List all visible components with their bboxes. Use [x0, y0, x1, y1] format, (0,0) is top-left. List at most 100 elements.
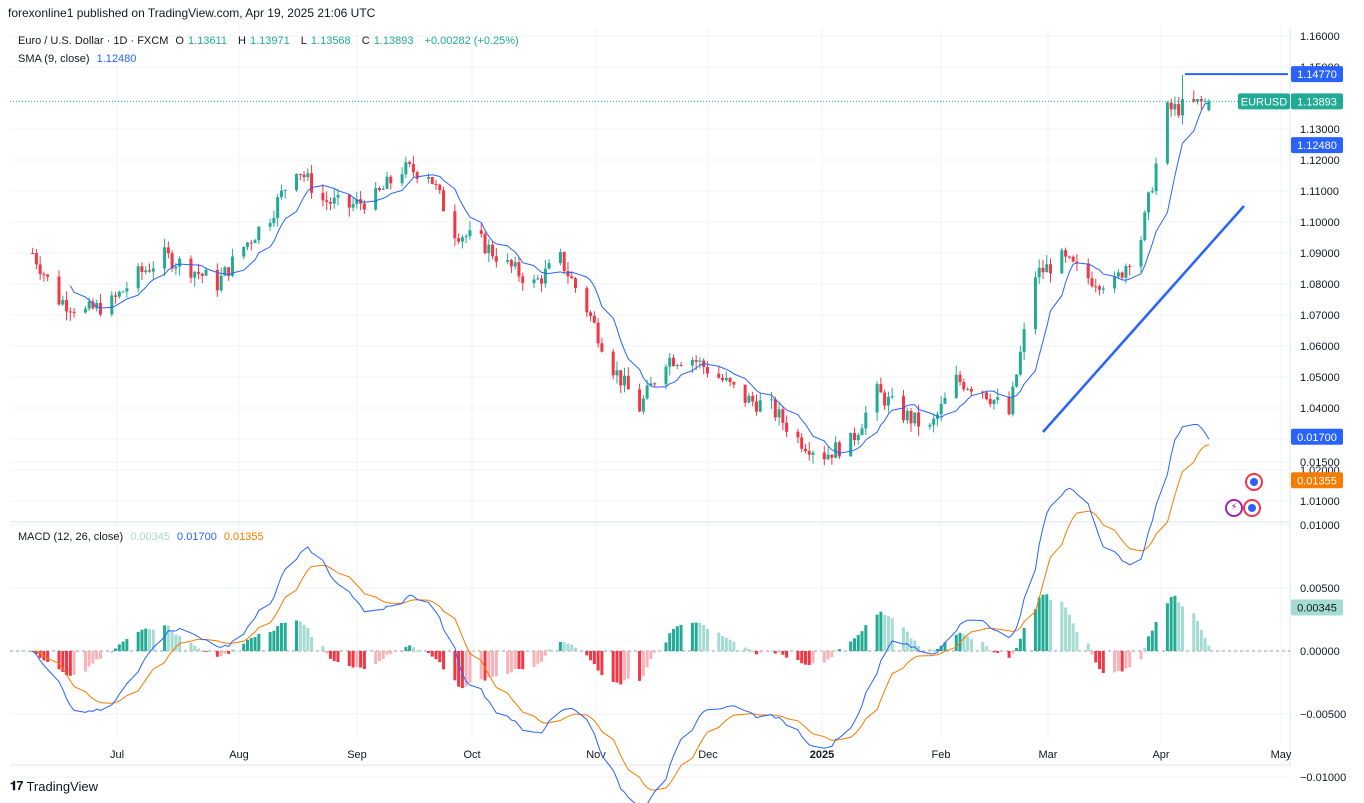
candle-body — [589, 312, 593, 316]
candle — [886, 391, 890, 413]
candle — [517, 256, 521, 282]
candle — [385, 171, 389, 190]
candle — [668, 352, 672, 376]
macd-hist-bar — [875, 614, 879, 651]
candle-body — [532, 279, 536, 284]
candle — [193, 270, 197, 287]
macd-hist-bar — [532, 651, 536, 667]
candle — [61, 295, 65, 307]
globe-icon-2 — [1248, 504, 1256, 512]
macd-hist-bar — [411, 647, 415, 651]
candle-body — [600, 343, 604, 352]
candle-body — [230, 256, 234, 276]
candle-body — [46, 274, 50, 277]
candle-body — [325, 200, 329, 202]
candle-body — [1060, 250, 1064, 274]
candle-body — [928, 424, 932, 427]
candle-body — [1154, 163, 1158, 192]
dividend-icon[interactable]: ⚡ — [1225, 499, 1243, 517]
macd-hist-bar — [694, 622, 698, 651]
candle — [811, 450, 815, 464]
macd-hist-bar — [166, 625, 170, 651]
candle — [743, 384, 747, 407]
price-tick-label: 1.06000 — [1300, 341, 1340, 353]
candle — [1199, 95, 1203, 110]
macd-hist-bar — [434, 651, 438, 660]
symbol-badge: EURUSD — [1238, 93, 1290, 110]
candle-body — [886, 396, 890, 406]
macd-legend[interactable]: MACD (12, 26, close) 0.00345 0.01700 0.0… — [18, 531, 268, 543]
candle-body — [1173, 103, 1177, 110]
macd-hist-bar — [509, 651, 513, 673]
macd-hist-bar — [272, 630, 276, 651]
signal-badge: 0.01355 — [1291, 472, 1343, 489]
hist-badge: 0.00345 — [1291, 599, 1343, 616]
candle — [298, 173, 302, 181]
macd-hist-bar — [91, 651, 95, 664]
macd-hist-bar — [57, 651, 61, 670]
time-tick-label: Mar — [1039, 749, 1058, 761]
candle-body — [1192, 99, 1196, 102]
candle — [513, 256, 517, 270]
macd-hist-bar — [494, 651, 498, 677]
candle-body — [543, 268, 547, 284]
candle — [935, 411, 939, 427]
macd-hist-bar — [295, 620, 299, 651]
candle — [800, 433, 804, 453]
candle — [404, 156, 408, 178]
macd-hist-bar — [389, 651, 393, 654]
macd-hist-bar — [962, 634, 966, 651]
macd-hist-bar — [1192, 613, 1196, 651]
macd-hist-bar — [585, 651, 589, 656]
candle — [328, 197, 332, 211]
candle — [1203, 98, 1207, 103]
macd-hist-bar — [1022, 627, 1026, 651]
sma-label: SMA (9, close) — [18, 53, 90, 65]
candle — [197, 263, 200, 280]
candle-body — [958, 374, 962, 383]
candle-body — [110, 295, 114, 315]
candle — [1173, 96, 1177, 116]
event-icon[interactable] — [1245, 473, 1263, 491]
candle — [42, 271, 46, 282]
macd-hist-bar — [1169, 597, 1173, 651]
macd-hist-bar — [1177, 602, 1181, 651]
macd-hist-bar — [298, 621, 302, 651]
sma-badge-text: 1.12480 — [1297, 140, 1337, 152]
candle-body — [796, 431, 800, 438]
candle — [574, 276, 577, 293]
macd-hist-bar — [1067, 614, 1071, 651]
candle — [442, 186, 446, 212]
macd-hist-bar — [705, 628, 709, 651]
candle — [325, 191, 329, 211]
candle — [302, 171, 306, 183]
candle — [98, 294, 102, 317]
high-label: H — [238, 35, 246, 47]
sma-badge-bg — [1291, 137, 1343, 154]
candle-body — [1011, 386, 1015, 415]
macd-hist-bar — [562, 642, 566, 651]
candle — [905, 407, 909, 424]
high-line-badge-bg — [1291, 66, 1343, 83]
high-value: 1.13971 — [249, 35, 290, 47]
macd-hist-bar — [626, 651, 630, 679]
candle — [170, 250, 174, 272]
event-icon-2[interactable] — [1243, 499, 1261, 517]
sma-legend[interactable]: SMA (9, close) 1.12480 — [18, 53, 140, 65]
candle-body — [163, 247, 167, 269]
macd-hist-bar — [943, 642, 947, 651]
candle — [31, 247, 35, 255]
candle-body — [668, 357, 672, 367]
macd-hist-bar — [242, 643, 246, 651]
time-tick-label: Sep — [347, 749, 367, 761]
candle-body — [1022, 329, 1026, 352]
candle — [215, 263, 219, 297]
last-price-badge-bg — [1291, 93, 1343, 110]
candle — [279, 184, 283, 200]
tradingview-logo-icon: 𝟏7 — [10, 778, 24, 793]
footer-brand[interactable]: 𝟏7 TradingView — [10, 778, 98, 794]
macd-hist-bar — [1033, 609, 1037, 651]
candle-body — [721, 377, 725, 381]
candle-body — [1049, 264, 1053, 274]
